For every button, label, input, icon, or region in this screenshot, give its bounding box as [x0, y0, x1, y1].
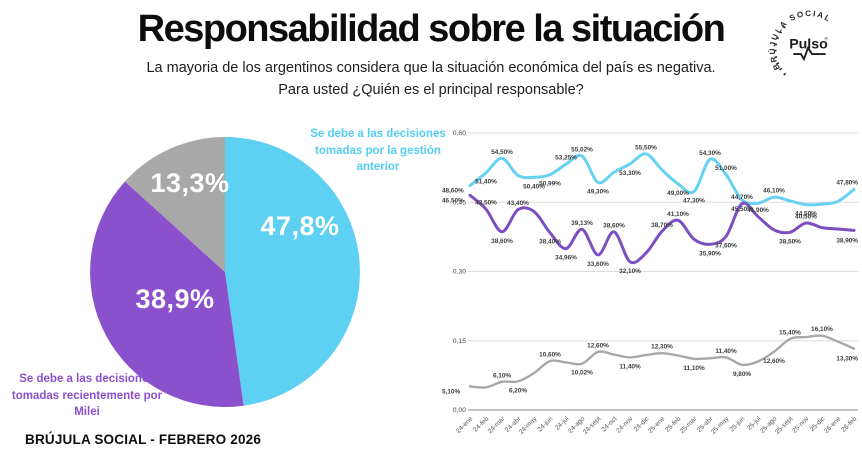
data-point-label: 46,50%: [442, 197, 464, 204]
subtitle-line-2: negativa. Para usted ¿Quién es el princi…: [278, 60, 716, 98]
data-point-label: 38,60%: [491, 238, 513, 245]
data-point-label: 6,10%: [493, 372, 511, 379]
pie-label-milei: Se debe a las decisiones tomadas recient…: [11, 373, 163, 419]
x-axis-tick-label: 25-mar: [679, 415, 699, 435]
series-line-otros: [468, 334, 856, 389]
data-point-label: 50,40%: [523, 183, 545, 190]
logo-pulse-line-icon: [793, 45, 826, 62]
data-point-label: 10,60%: [539, 352, 561, 359]
data-point-label: 49,00%: [667, 190, 689, 197]
page-title: Responsabilidad sobre la situación: [137, 8, 726, 50]
x-axis-tick-label: 25-ene: [647, 415, 667, 435]
data-point-label: 12,60%: [587, 342, 609, 349]
data-point-label: 41,10%: [667, 211, 689, 218]
pie-slice-value: 47,8%: [260, 211, 339, 241]
y-axis-tick-label: 0,00: [453, 407, 466, 414]
x-axis-tick-label: 24-jun: [536, 415, 554, 433]
data-point-label: 38,90%: [836, 237, 858, 244]
x-axis-tick-label: 24-ene: [455, 415, 475, 435]
x-axis-tick-label: 24-nov: [615, 415, 635, 435]
data-point-label: 11,10%: [683, 365, 705, 372]
data-point-label: 10,02%: [571, 370, 593, 377]
data-point-label: 53,25%: [555, 155, 577, 162]
x-axis-tick-label: 25-may: [710, 415, 731, 436]
data-point-label: 40,50%: [795, 214, 817, 221]
x-axis-tick-label: 24-mar: [487, 415, 507, 435]
subtitle-line-1: La mayoria de los argentinos considera q…: [146, 60, 653, 76]
data-point-label: 49,30%: [587, 188, 609, 195]
source-caption: BRÚJULA SOCIAL - FEBRERO 2026: [25, 432, 262, 447]
data-point-label: 54,30%: [699, 150, 721, 157]
logo-badge-icon: BRÚJULA SOCIAL Pulso ®: [768, 9, 831, 76]
x-axis-tick-label: 25-sept: [774, 415, 795, 436]
pie-chart: 47,8% 38,9% 13,3%: [75, 122, 375, 422]
logo-tick-ring-icon: [773, 25, 787, 76]
pie-chart-svg: 47,8% 38,9% 13,3%: [90, 137, 360, 407]
x-axis-tick-label: 26-ene: [823, 415, 843, 435]
pie-slice-value: 13,3%: [150, 168, 229, 198]
pie-label-gestion-anterior: Se debe a las decisiones tomadas por la …: [310, 128, 446, 174]
y-axis-tick-label: 0,60: [453, 130, 466, 137]
data-point-label: 38,40%: [539, 239, 561, 246]
data-point-label: 32,10%: [619, 268, 641, 275]
data-point-label: 34,96%: [555, 255, 577, 262]
data-point-label: 41,90%: [747, 207, 769, 214]
data-point-label: 43,40%: [507, 200, 529, 207]
logo-registered-mark: ®: [825, 35, 829, 41]
page-subtitle: La mayoria de los argentinos considera q…: [131, 58, 731, 102]
data-point-label: 6,20%: [509, 387, 527, 394]
data-point-label: 15,40%: [779, 329, 801, 336]
pie-slice: [225, 137, 360, 406]
data-point-label: 44,50%: [795, 211, 817, 218]
x-axis-tick-label: 24-may: [518, 415, 539, 436]
data-point-label: 11,40%: [619, 363, 641, 370]
data-point-label: 12,30%: [651, 344, 673, 351]
data-point-label: 37,60%: [715, 242, 737, 249]
data-point-label: 55,50%: [635, 144, 657, 151]
data-point-label: 46,10%: [763, 188, 785, 195]
data-point-label: 51,40%: [475, 179, 497, 186]
x-axis-tick-label: 25-nov: [791, 415, 811, 435]
data-point-label: 38,50%: [779, 238, 801, 245]
pie-slice: [90, 181, 244, 407]
series-line-milei: [468, 193, 856, 265]
data-point-label: 44,70%: [731, 194, 753, 201]
pulso-brujula-logo: BRÚJULA SOCIAL Pulso ®: [762, 3, 857, 98]
data-point-label: 50,99%: [539, 181, 561, 188]
data-point-label: 5,10%: [442, 388, 460, 395]
trend-line-chart: 0,00 0,15 0,30 0,45 0,60 24-ene 24-feb 24-mar 24…: [440, 125, 862, 465]
y-axis-tick-label: 0,15: [453, 338, 466, 345]
data-point-label: 51,00%: [715, 165, 737, 172]
data-point-label: 35,90%: [699, 250, 721, 257]
line-chart-svg: 0,000,150,300,450,6024-ene24-feb24-mar24…: [442, 130, 859, 436]
data-point-label: 16,10%: [811, 326, 833, 333]
series-line-gestion-anterior: [468, 152, 856, 207]
x-axis-tick-label: 24-sept: [582, 415, 603, 436]
data-point-label: 9,80%: [733, 371, 751, 378]
data-point-label: 53,30%: [619, 170, 641, 177]
pie-slice-value: 38,9%: [135, 284, 214, 314]
data-point-label: 45,50%: [731, 206, 753, 213]
data-point-label: 55,02%: [571, 146, 593, 153]
data-point-label: 38,60%: [603, 222, 625, 229]
data-point-label: 48,60%: [442, 188, 464, 195]
data-point-label: 33,60%: [587, 261, 609, 268]
data-point-label: 38,70%: [651, 222, 673, 229]
pie-slice: [124, 137, 225, 272]
y-axis-tick-label: 0,45: [453, 199, 466, 206]
data-point-label: 11,40%: [715, 348, 737, 355]
data-point-label: 43,50%: [475, 200, 497, 207]
data-point-label: 13,30%: [836, 356, 858, 363]
data-point-label: 54,50%: [491, 149, 513, 156]
data-point-label: 12,60%: [763, 358, 785, 365]
y-axis-tick-label: 0,30: [453, 269, 466, 276]
data-point-label: 39,13%: [571, 220, 593, 227]
x-axis-tick-label: 25-jun: [728, 415, 746, 433]
data-point-label: 47,30%: [683, 198, 705, 205]
x-axis-tick-label: 26-feb: [840, 415, 858, 433]
data-point-label: 47,80%: [836, 179, 858, 186]
logo-brand-text: Pulso: [789, 35, 828, 51]
